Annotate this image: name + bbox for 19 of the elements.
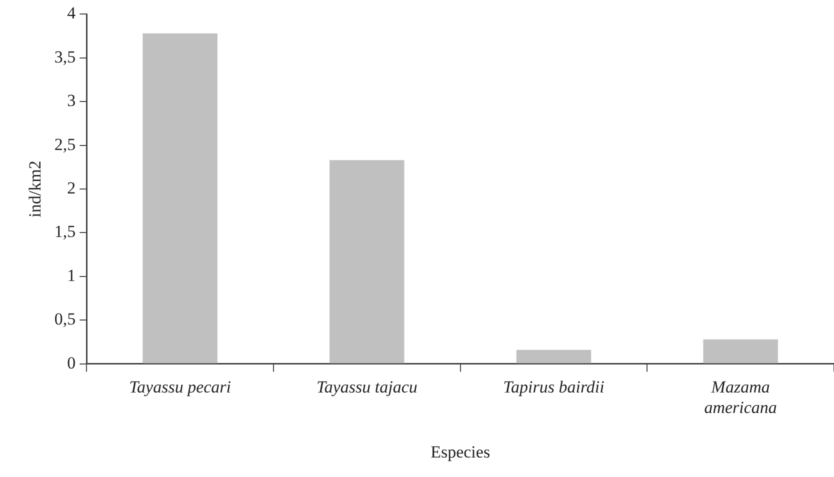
bar (703, 339, 778, 364)
x-tick-label: Tayassu pecari (129, 377, 232, 396)
y-tick-label: 2 (67, 178, 76, 198)
x-axis-title: Especies (430, 442, 490, 462)
y-tick-label: 2,5 (54, 134, 76, 154)
bar (142, 33, 218, 364)
y-tick-label: 1 (67, 266, 76, 285)
y-tick-label: 3,5 (54, 47, 76, 66)
x-tick-label: Tayassu tajacu (316, 377, 418, 396)
y-tick-label: 4 (67, 4, 76, 23)
x-tick-label: Tapirus bairdii (503, 377, 605, 396)
y-tick-label: 0 (67, 353, 76, 372)
y-tick-label: 1,5 (54, 222, 76, 242)
y-tick-label: 3 (67, 91, 76, 110)
y-axis-title: ind/km2 (26, 160, 45, 218)
y-tick-label: 0,5 (54, 310, 76, 329)
x-tick-label: Mazama americana (704, 377, 777, 417)
bar (330, 160, 404, 364)
bar (516, 350, 592, 364)
